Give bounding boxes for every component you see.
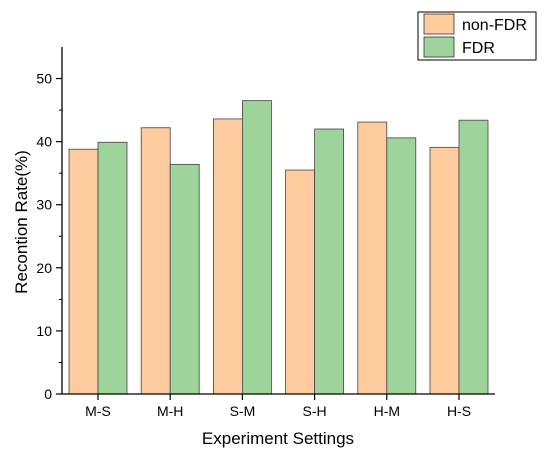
y-axis-title: Recontion Rate(%) [12,150,31,294]
bar-fdr-h-m [386,137,417,395]
y-ticks: 0 10 20 30 40 50 [36,71,62,402]
bar-fdr-s-h [314,128,345,395]
y-tick-label: 0 [44,386,52,402]
x-ticks: M-S M-H S-M S-H H-M H-S [85,394,471,419]
y-tick-label: 40 [36,134,52,150]
bar-non-fdr-h-m [357,121,388,395]
legend: non-FDR FDR [417,11,537,61]
x-tick-label: S-M [230,403,256,419]
legend-swatch-non-fdr [423,13,455,35]
y-tick-label: 50 [36,71,52,87]
bar-fdr-m-s [97,141,128,395]
x-tick-label: M-H [157,403,183,419]
x-tick-label: M-S [85,403,111,419]
y-tick-label: 30 [36,197,52,213]
bar-non-fdr-s-m [212,118,243,395]
legend-swatch-fdr [423,36,455,58]
x-axis-title: Experiment Settings [202,429,354,448]
bar-non-fdr-h-s [429,146,460,395]
bar-fdr-s-m [241,100,272,395]
legend-label-non-fdr: non-FDR [462,17,527,34]
bar-non-fdr-m-s [68,148,99,395]
bars-layer [68,100,489,395]
legend-label-fdr: FDR [462,40,495,57]
axes-layer [61,47,495,395]
x-tick-label: S-H [303,403,327,419]
bar-fdr-h-s [458,119,489,395]
bar-fdr-m-h [169,163,200,395]
x-tick-label: H-M [374,403,400,419]
bar-non-fdr-m-h [140,127,171,395]
bar-non-fdr-s-h [285,169,316,395]
y-tick-label: 20 [36,260,52,276]
x-tick-label: H-S [447,403,471,419]
y-tick-label: 10 [36,323,52,339]
